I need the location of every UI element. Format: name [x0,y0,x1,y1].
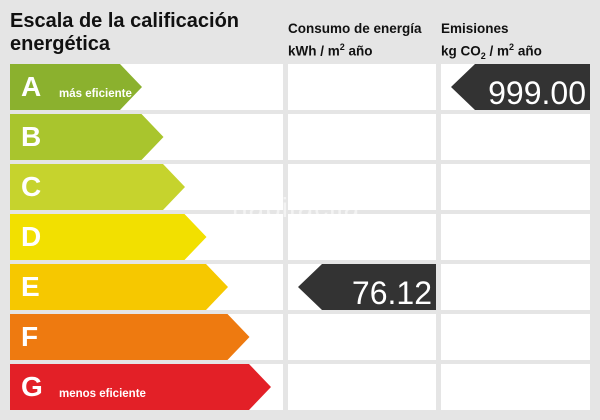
consumo-cell [288,114,436,160]
watermark: habitaclia [232,192,361,223]
emisiones-unit-sub: 2 [480,51,486,62]
consumo-unit-post: año [344,43,373,59]
rating-letter: G [21,371,43,402]
consumo-header-unit: kWh / m2 año [288,38,438,61]
rating-letter: E [21,271,40,302]
rating-arrow-c: C [10,164,185,210]
consumo-marker-value: 76.12 [351,275,432,311]
emisiones-cell [441,264,590,310]
emisiones-header: Emisiones kg CO2 / m2 año [441,19,596,66]
rating-arrow-e: E [10,264,228,310]
page-title: Escala de la calificación energética [10,10,240,55]
emisiones-header-line1: Emisiones [441,21,509,36]
emisiones-cell [441,164,590,210]
rating-letter: D [21,221,42,252]
rating-letter: F [21,321,39,352]
emisiones-unit-post: año [514,43,542,59]
consumo-unit-sup: 2 [339,42,345,52]
consumo-cell [288,164,436,210]
rating-letter: B [21,121,42,152]
consumo-cell [288,364,436,410]
rating-arrow-f: F [10,314,250,360]
consumo-header: Consumo de energía kWh / m2 año [288,19,438,61]
consumo-unit-base: kWh / m [288,43,340,59]
emisiones-cell [441,214,590,260]
emisiones-unit-mid: / m [485,43,510,59]
emisiones-unit-sup: 2 [509,42,515,52]
rating-sublabel: menos eficiente [59,388,146,400]
consumo-cell [288,314,436,360]
rating-letter: C [21,171,42,202]
rating-letter: A [21,71,42,102]
emisiones-marker: 999.00 [451,64,590,110]
emisiones-cell [441,364,590,410]
consumo-marker: 76.12 [298,264,436,310]
consumo-cell [288,214,436,260]
rating-arrow-d: D [10,214,207,260]
emisiones-header-unit: kg CO2 / m2 año [441,38,596,66]
consumo-cell [288,64,436,110]
rating-arrow-b: B [10,114,164,160]
consumo-header-line1: Consumo de energía [288,21,422,36]
emisiones-unit-base: kg CO [441,43,481,59]
emisiones-marker-value: 999.00 [488,75,586,111]
emisiones-cell [441,314,590,360]
rating-sublabel: más eficiente [59,88,132,100]
emisiones-cell [441,114,590,160]
